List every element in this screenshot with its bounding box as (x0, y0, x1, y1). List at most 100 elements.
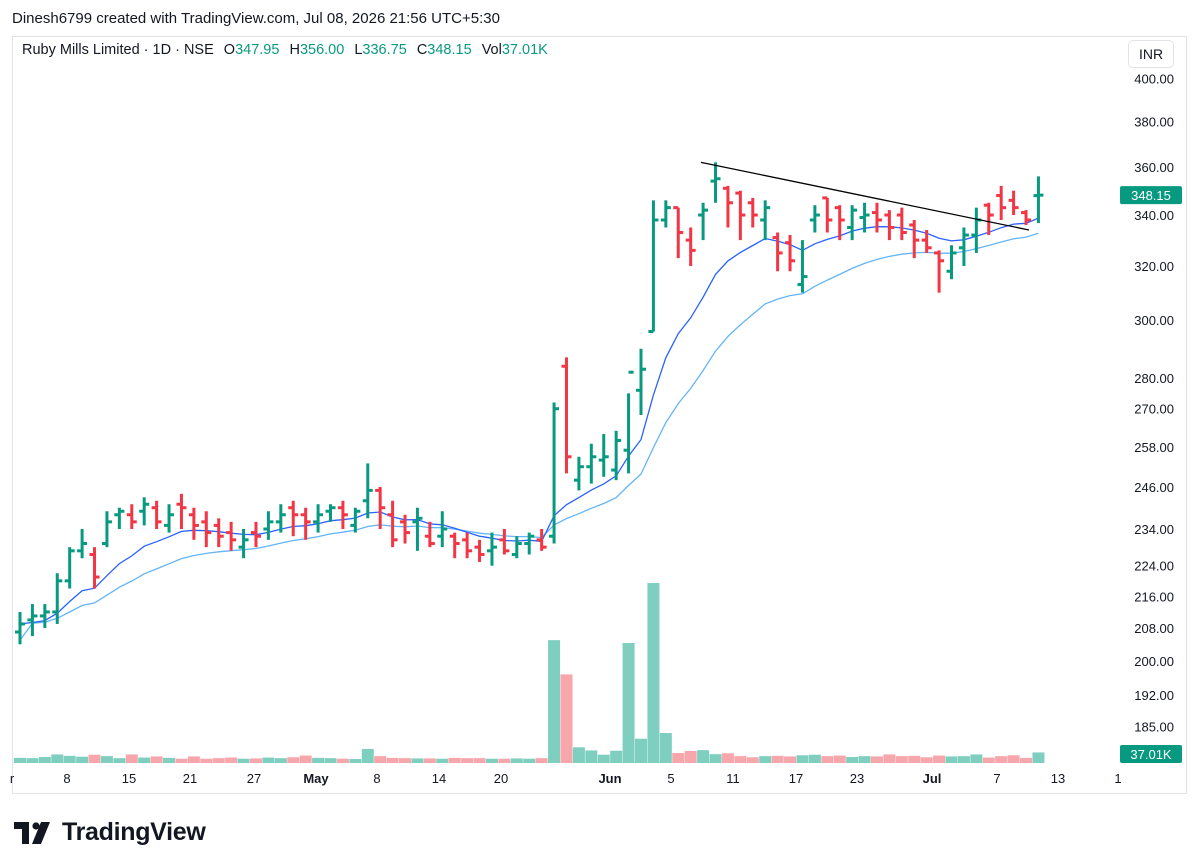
ohlc-bar (164, 504, 175, 533)
ohlc-bar (313, 504, 324, 533)
volume-bar (249, 758, 262, 763)
x-tick-label: 14 (432, 771, 446, 786)
ohlc-bar (785, 235, 796, 272)
ohlc-bar (598, 434, 609, 477)
ma-fast-line (19, 217, 1039, 625)
volume-bar (970, 754, 983, 763)
volume-bar (1007, 755, 1020, 763)
ohlc-bar (797, 240, 808, 293)
ohlc-bar (983, 202, 994, 236)
volume-bar (187, 756, 200, 763)
x-tick-label: 20 (494, 771, 508, 786)
volume-bar (374, 756, 387, 763)
ohlc-bar (424, 521, 435, 548)
y-tick-label: 192.00 (1134, 688, 1174, 703)
volume-bar (883, 754, 896, 763)
x-tick-label: 5 (667, 771, 674, 786)
tradingview-brand[interactable]: TradingView (14, 818, 206, 847)
x-tick-label: May (303, 771, 329, 786)
volume-bar (858, 756, 871, 763)
volume-bar (870, 756, 883, 763)
currency-button[interactable]: INR (1128, 40, 1174, 68)
volume-bar (26, 758, 39, 763)
ohlc-bar (101, 511, 112, 548)
ohlc-bar (660, 200, 671, 228)
ohlc-bar (586, 443, 597, 484)
ohlc-bar (710, 162, 721, 203)
volume-bar (76, 756, 89, 763)
volume-bar (287, 757, 300, 763)
volume-bar (796, 755, 809, 763)
volume-bar (237, 758, 250, 763)
x-tick-label: 23 (850, 771, 864, 786)
ohlc-bar (15, 611, 25, 645)
volume-bar (274, 758, 287, 763)
volume-bar (485, 758, 498, 763)
volume-bar (1020, 757, 1033, 763)
ohlc-bar (648, 200, 659, 333)
ohlc-bar (536, 529, 547, 551)
ohlc-bar (685, 227, 696, 266)
volume-bar (597, 754, 610, 763)
y-tick-label: 270.00 (1134, 402, 1174, 417)
ohlc-bar (623, 370, 634, 474)
x-tick-label: 11 (726, 771, 740, 786)
ohlc-bar (1008, 190, 1019, 216)
volume-bar (88, 754, 101, 763)
ohlc-bar (996, 185, 1007, 220)
ohlc-bar (226, 521, 237, 551)
volume-bar (622, 643, 635, 763)
volume-bar (957, 756, 970, 763)
ohlc-bar (250, 521, 261, 548)
y-tick-label: 400.00 (1134, 71, 1174, 86)
y-tick-label: 246.00 (1134, 480, 1174, 495)
ohlc-bar (549, 402, 560, 544)
ohlc-bar (238, 529, 249, 559)
last-price-badge (1120, 186, 1182, 205)
volume-bar (448, 757, 461, 763)
volume-bar (535, 758, 548, 763)
ohlc-bar (735, 190, 746, 241)
y-tick-label: 216.00 (1134, 589, 1174, 604)
open-value: 347.95 (235, 42, 280, 58)
volume-bar (833, 755, 846, 763)
volume-bar (659, 733, 672, 763)
volume-bar (436, 758, 449, 763)
volume-bar (399, 758, 412, 763)
volume-bar (510, 758, 523, 763)
x-tick-label: 27 (247, 771, 261, 786)
ohlc-bar (909, 219, 920, 259)
y-tick-label: 280.00 (1134, 371, 1174, 386)
x-tick-label: Jul (923, 771, 942, 786)
ohlc-bar (561, 357, 572, 474)
volume-bar (225, 757, 238, 763)
ohlc-bar (462, 532, 473, 559)
volume-bar (920, 757, 933, 763)
volume-bar (150, 756, 163, 763)
volume-bar (635, 738, 647, 763)
volume-bar (312, 757, 325, 763)
close-label: C (416, 42, 428, 58)
ohlc-bar (499, 529, 510, 555)
volume-bar (473, 758, 486, 763)
y-tick-label: 200.00 (1134, 654, 1174, 669)
ohlc-bar (772, 232, 783, 272)
y-tick-label: 380.00 (1134, 115, 1174, 130)
ohlc-bar (722, 185, 733, 228)
ohlc-bar (188, 507, 199, 540)
y-tick-label: 208.00 (1134, 621, 1174, 636)
ma-slow-line (19, 232, 1039, 641)
y-tick-label: 300.00 (1134, 313, 1174, 328)
x-tick-label: 8 (63, 771, 70, 786)
ohlc-bar (884, 210, 895, 241)
volume-bar (212, 758, 225, 763)
volume-bar (585, 750, 598, 763)
y-tick-label: 234.00 (1134, 522, 1174, 537)
volume-bar (324, 758, 337, 763)
volume-bar (361, 749, 374, 763)
volume-bar (771, 755, 784, 763)
ohlc-bar (934, 250, 945, 293)
ohlc-bar (971, 207, 982, 253)
symbol-label[interactable]: Ruby Mills Limited · 1D · NSE (22, 42, 214, 58)
